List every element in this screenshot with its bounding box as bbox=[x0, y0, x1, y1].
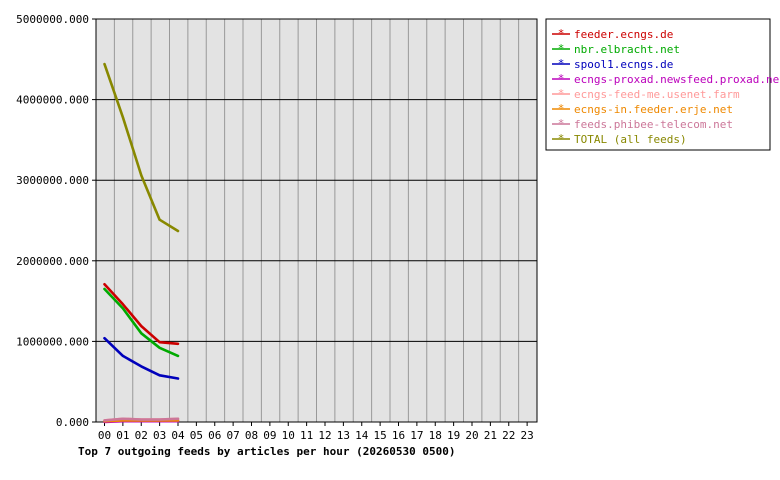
legend-marker: * bbox=[558, 132, 565, 145]
legend-marker: * bbox=[558, 117, 565, 130]
x-tick-label: 18 bbox=[429, 429, 442, 442]
legend-marker: * bbox=[558, 27, 565, 40]
legend-marker: * bbox=[558, 72, 565, 85]
y-tick-label: 5000000.000 bbox=[16, 13, 89, 26]
legend: * feeder.ecngs.de * nbr.elbracht.net * spool1… bbox=[545, 18, 780, 151]
legend-marker: * bbox=[558, 87, 565, 100]
x-tick-label: 15 bbox=[374, 429, 387, 442]
x-tick-label: 11 bbox=[300, 429, 313, 442]
legend-box bbox=[545, 18, 771, 151]
x-tick-label: 05 bbox=[190, 429, 203, 442]
y-tick-label: 2000000.000 bbox=[16, 255, 89, 268]
y-tick-label: 4000000.000 bbox=[16, 94, 89, 107]
x-axis: 00 01 02 03 04 05 06 07 08 09 10 11 12 13 14 15 16 17 18 19… bbox=[98, 422, 534, 442]
x-tick-label: 09 bbox=[263, 429, 276, 442]
legend-label: TOTAL (all feeds) bbox=[574, 133, 687, 146]
x-tick-label: 04 bbox=[171, 429, 185, 442]
series-line bbox=[103, 336, 180, 380]
x-tick-label: 06 bbox=[208, 429, 221, 442]
legend-label: spool1.ecngs.de bbox=[574, 58, 673, 71]
x-tick-label: 14 bbox=[355, 429, 369, 442]
x-tick-label: 12 bbox=[318, 429, 331, 442]
x-tick-label: 00 bbox=[98, 429, 111, 442]
y-axis: 0.000 1000000.000 2000000.000 3000000.000 40… bbox=[16, 13, 96, 429]
series-line bbox=[103, 62, 180, 233]
legend-marker: * bbox=[558, 57, 565, 70]
x-tick-label: 02 bbox=[135, 429, 148, 442]
y-tick-label: 1000000.000 bbox=[16, 335, 89, 348]
series-line bbox=[103, 287, 180, 358]
series-line bbox=[103, 417, 180, 422]
legend-label: feeder.ecngs.de bbox=[574, 28, 673, 41]
y-tick-label: 3000000.000 bbox=[16, 174, 89, 187]
legend-label: ecngs-in.feeder.erje.net bbox=[574, 103, 733, 116]
series-line bbox=[103, 282, 180, 346]
grid bbox=[96, 19, 537, 422]
legend-label: ecngs-feed-me.usenet.farm bbox=[574, 88, 740, 101]
x-tick-label: 10 bbox=[282, 429, 295, 442]
x-tick-label: 22 bbox=[502, 429, 515, 442]
x-tick-label: 16 bbox=[392, 429, 405, 442]
legend-label: feeds.phibee-telecom.net bbox=[574, 118, 733, 131]
x-tick-label: 21 bbox=[484, 429, 497, 442]
y-tick-label: 0.000 bbox=[56, 416, 89, 429]
x-tick-label: 19 bbox=[447, 429, 460, 442]
series-group bbox=[103, 62, 180, 424]
x-tick-label: 20 bbox=[465, 429, 478, 442]
x-tick-label: 03 bbox=[153, 429, 166, 442]
x-tick-label: 23 bbox=[521, 429, 534, 442]
x-tick-label: 07 bbox=[227, 429, 240, 442]
legend-marker: * bbox=[558, 42, 565, 55]
legend-label: ecngs-proxad.newsfeed.proxad.net bbox=[574, 73, 780, 86]
chart-title: Top 7 outgoing feeds by articles per hou… bbox=[78, 445, 456, 458]
x-tick-label: 08 bbox=[245, 429, 258, 442]
x-tick-label: 13 bbox=[337, 429, 350, 442]
x-tick-label: 01 bbox=[116, 429, 129, 442]
x-tick-label: 17 bbox=[410, 429, 423, 442]
legend-label: nbr.elbracht.net bbox=[574, 43, 680, 56]
legend-marker: * bbox=[558, 102, 565, 115]
plot-border bbox=[95, 18, 538, 423]
